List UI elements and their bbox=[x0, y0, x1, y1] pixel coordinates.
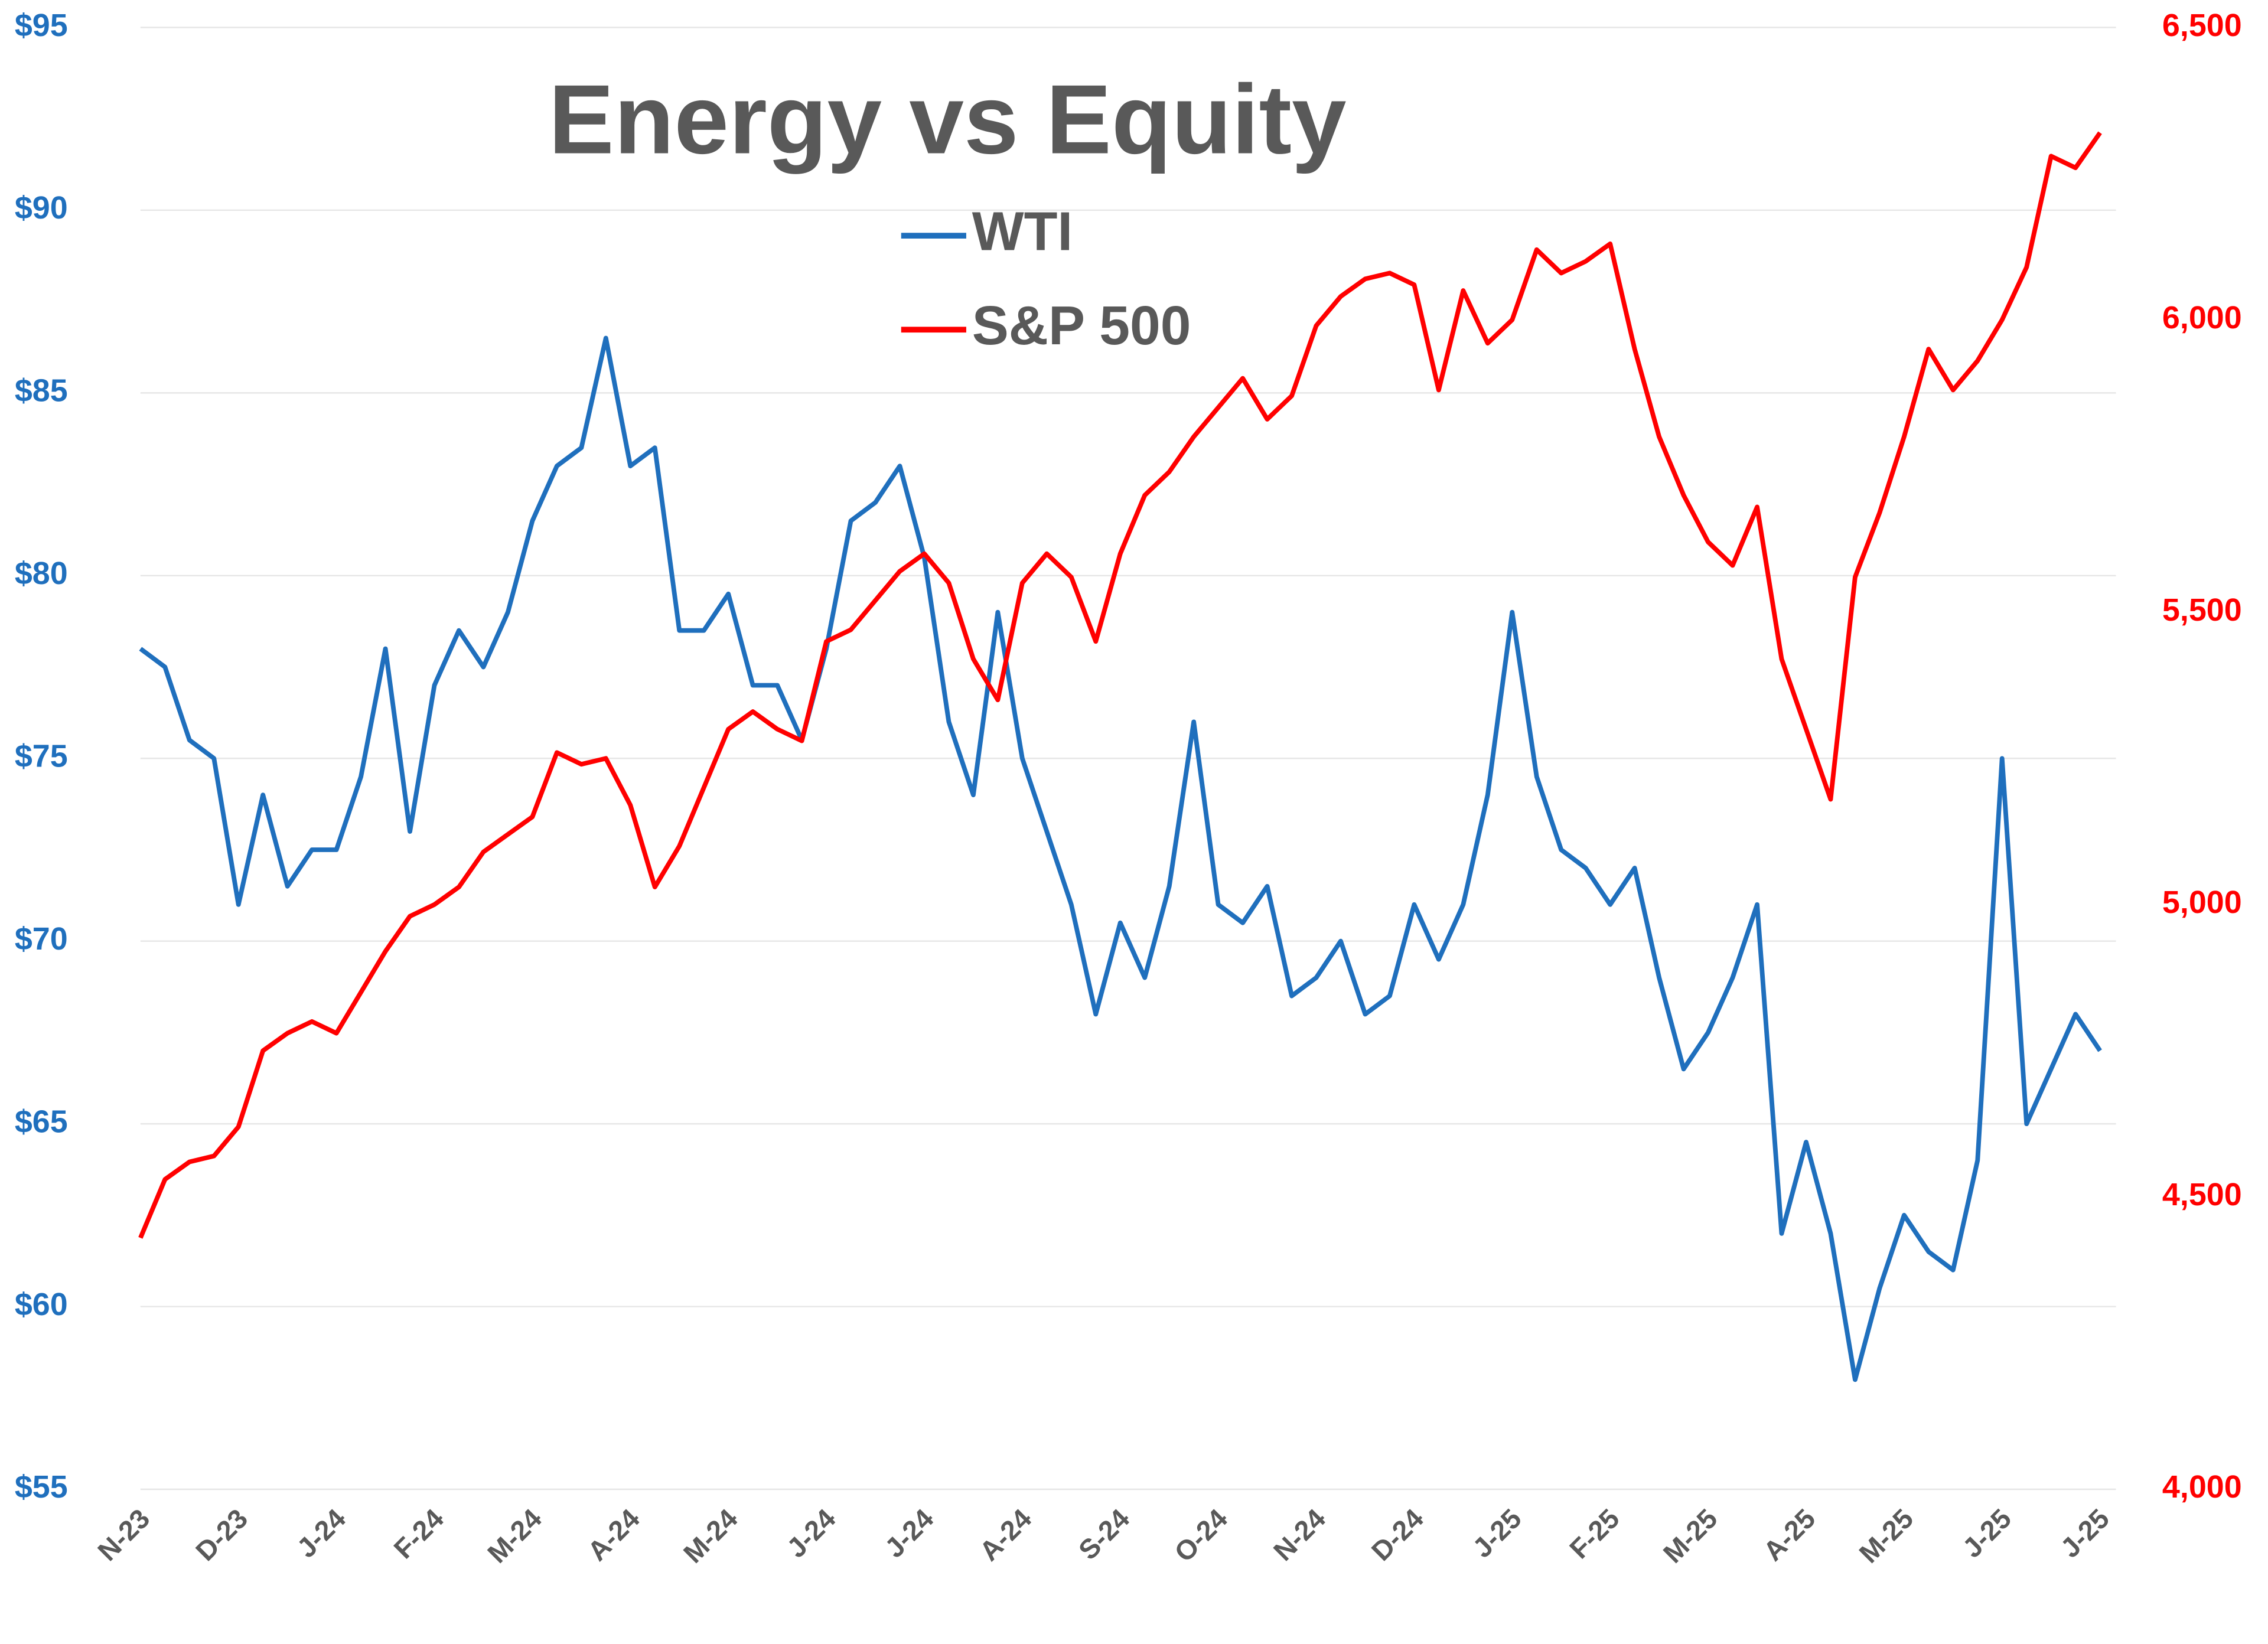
y2-tick-label: 6,000 bbox=[2162, 300, 2242, 335]
x-tick-label: S-24 bbox=[1073, 1503, 1135, 1565]
x-tick-label: M-25 bbox=[1657, 1503, 1723, 1569]
x-tick-label: N-24 bbox=[1267, 1503, 1331, 1567]
y-tick-label: $85 bbox=[15, 373, 68, 409]
x-tick-label: J-24 bbox=[879, 1503, 940, 1564]
x-tick-label: M-25 bbox=[1853, 1503, 1920, 1569]
x-tick-label: J-24 bbox=[781, 1503, 842, 1564]
legend-label: WTI bbox=[972, 201, 1073, 262]
x-tick-label: A-24 bbox=[973, 1503, 1037, 1567]
series-line bbox=[138, 131, 2102, 1239]
y2-tick-label: 5,500 bbox=[2162, 592, 2242, 628]
x-tick-label: M-24 bbox=[481, 1503, 548, 1569]
x-tick-label: D-24 bbox=[1366, 1503, 1429, 1567]
chart-title: Energy vs Equity bbox=[549, 64, 1347, 174]
x-tick-label: F-25 bbox=[1563, 1503, 1625, 1564]
legend-label: S&P 500 bbox=[972, 295, 1191, 356]
series-line bbox=[139, 335, 2102, 1382]
x-tick-label: F-24 bbox=[388, 1503, 449, 1564]
x-tick-label: J-25 bbox=[1957, 1503, 2018, 1564]
y-tick-label: $90 bbox=[15, 190, 68, 226]
x-tick-label: J-24 bbox=[291, 1503, 352, 1564]
y2-tick-label: 6,500 bbox=[2162, 8, 2242, 43]
x-tick-label: J-25 bbox=[2055, 1503, 2116, 1564]
y-tick-label: $65 bbox=[15, 1104, 68, 1139]
x-tick-label: A-25 bbox=[1757, 1503, 1821, 1567]
y2-tick-label: 5,000 bbox=[2162, 885, 2242, 920]
y-tick-label: $60 bbox=[15, 1287, 68, 1322]
y-tick-label: $80 bbox=[15, 556, 68, 591]
y2-tick-label: 4,500 bbox=[2162, 1177, 2242, 1212]
x-tick-label: O-24 bbox=[1168, 1503, 1233, 1568]
y2-tick-label: 4,000 bbox=[2162, 1469, 2242, 1505]
x-tick-label: D-23 bbox=[190, 1503, 253, 1567]
y-tick-label: $75 bbox=[15, 738, 68, 774]
x-tick-label: J-25 bbox=[1467, 1503, 1527, 1564]
y-tick-label: $70 bbox=[15, 921, 68, 957]
x-tick-label: M-24 bbox=[677, 1503, 744, 1569]
y-tick-label: $95 bbox=[15, 8, 68, 43]
x-tick-label: A-24 bbox=[582, 1503, 646, 1567]
grid bbox=[140, 27, 2116, 1490]
x-tick-label: N-23 bbox=[92, 1503, 155, 1567]
y-tick-label: $55 bbox=[15, 1469, 68, 1505]
